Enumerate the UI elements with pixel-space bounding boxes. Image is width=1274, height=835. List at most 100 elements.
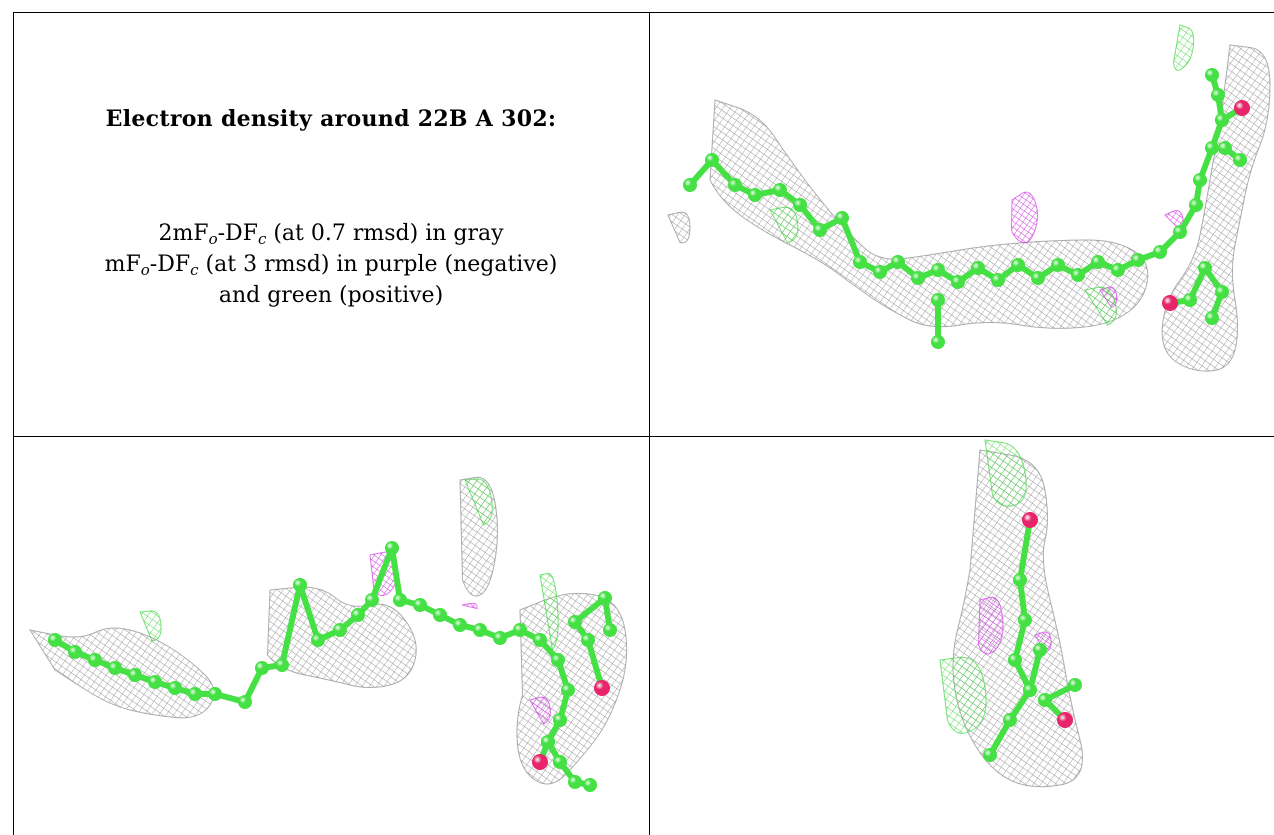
negative-density-mesh [462,603,477,608]
tr-carbon-atom [1215,113,1229,127]
tr-carbon-atom [1173,225,1187,239]
br-carbon-atom [1023,683,1037,697]
br-oxygen-atom [1057,712,1073,728]
tr-carbon-atom [793,198,807,212]
bl-carbon-atom [581,633,595,647]
bl-carbon-atom [568,615,582,629]
bl-carbon-atom [603,623,617,637]
bl-carbon-atom [561,683,575,697]
tr-carbon-atom [1205,141,1219,155]
bl-carbon-atom [293,578,307,592]
bl-carbon-atom [493,631,507,645]
tr-oxygen-atom [1234,100,1250,116]
tr-carbon-atom [931,335,945,349]
br-carbon-atom [1068,678,1082,692]
negative-density-mesh [1012,192,1038,243]
tr-carbon-atom [728,178,742,192]
tr-carbon-atom [971,261,985,275]
bl-oxygen-atom [594,680,610,696]
bl-carbon-atom [88,653,102,667]
bl-carbon-atom [238,695,252,709]
positive-density-mesh [1174,25,1194,70]
bl-carbon-atom [385,541,399,555]
tr-carbon-atom [853,255,867,269]
view-bottom-right [940,440,1083,787]
br-carbon-atom [1038,693,1052,707]
tr-carbon-atom [1153,245,1167,259]
bl-carbon-atom [598,591,612,605]
tr-carbon-atom [1071,268,1085,282]
bl-carbon-atom [553,713,567,727]
tr-carbon-atom [1218,141,1232,155]
bl-carbon-atom [453,618,467,632]
tr-carbon-atom [835,211,849,225]
bl-carbon-atom [148,675,162,689]
br-carbon-atom [983,748,997,762]
tr-carbon-atom [1031,271,1045,285]
tr-carbon-atom [931,263,945,277]
bl-carbon-atom [551,653,565,667]
bl-carbon-atom [168,681,182,695]
tr-carbon-atom [813,223,827,237]
tr-carbon-atom [1189,198,1203,212]
bl-bond [392,548,400,600]
tr-carbon-atom [1051,258,1065,272]
view-bottom-left [30,477,627,792]
bl-carbon-atom [553,755,567,769]
bl-carbon-atom [393,593,407,607]
tr-oxygen-atom [1162,295,1178,311]
bl-carbon-atom [255,661,269,675]
positive-density-mesh [940,657,986,733]
bl-carbon-atom [533,633,547,647]
bl-carbon-atom [108,661,122,675]
bl-carbon-atom [583,778,597,792]
tr-carbon-atom [748,188,762,202]
bl-carbon-atom [68,645,82,659]
tr-carbon-atom [911,271,925,285]
br-carbon-atom [1033,643,1047,657]
bl-carbon-atom [275,658,289,672]
bl-carbon-atom [208,687,222,701]
br-carbon-atom [1008,653,1022,667]
tr-carbon-atom [705,153,719,167]
br-oxygen-atom [1022,512,1038,528]
bl-carbon-atom [311,633,325,647]
tr-carbon-atom [1111,263,1125,277]
tr-carbon-atom [1091,255,1105,269]
tr-carbon-atom [1183,293,1197,307]
tr-carbon-atom [1011,258,1025,272]
bl-carbon-atom [568,775,582,789]
tr-carbon-atom [931,293,945,307]
gray-density-mesh [668,212,690,243]
tr-carbon-atom [1211,88,1225,102]
view-top-right [668,25,1270,371]
bl-carbon-atom [351,608,365,622]
bl-carbon-atom [333,623,347,637]
bl-carbon-atom [188,687,202,701]
tr-carbon-atom [873,265,887,279]
tr-carbon-atom [951,275,965,289]
bl-carbon-atom [48,633,62,647]
tr-carbon-atom [683,178,697,192]
tr-carbon-atom [1233,153,1247,167]
bl-carbon-atom [513,623,527,637]
bl-oxygen-atom [532,754,548,770]
tr-carbon-atom [1198,261,1212,275]
tr-carbon-atom [1205,311,1219,325]
tr-carbon-atom [1205,68,1219,82]
br-carbon-atom [1018,613,1032,627]
tr-carbon-atom [1193,173,1207,187]
tr-carbon-atom [1215,285,1229,299]
tr-carbon-atom [991,273,1005,287]
tr-carbon-atom [773,183,787,197]
br-carbon-atom [1003,713,1017,727]
br-carbon-atom [1013,573,1027,587]
tr-carbon-atom [891,255,905,269]
bl-carbon-atom [541,735,555,749]
bl-carbon-atom [473,623,487,637]
bl-carbon-atom [413,598,427,612]
bl-carbon-atom [365,593,379,607]
bl-carbon-atom [128,668,142,682]
tr-carbon-atom [1131,253,1145,267]
